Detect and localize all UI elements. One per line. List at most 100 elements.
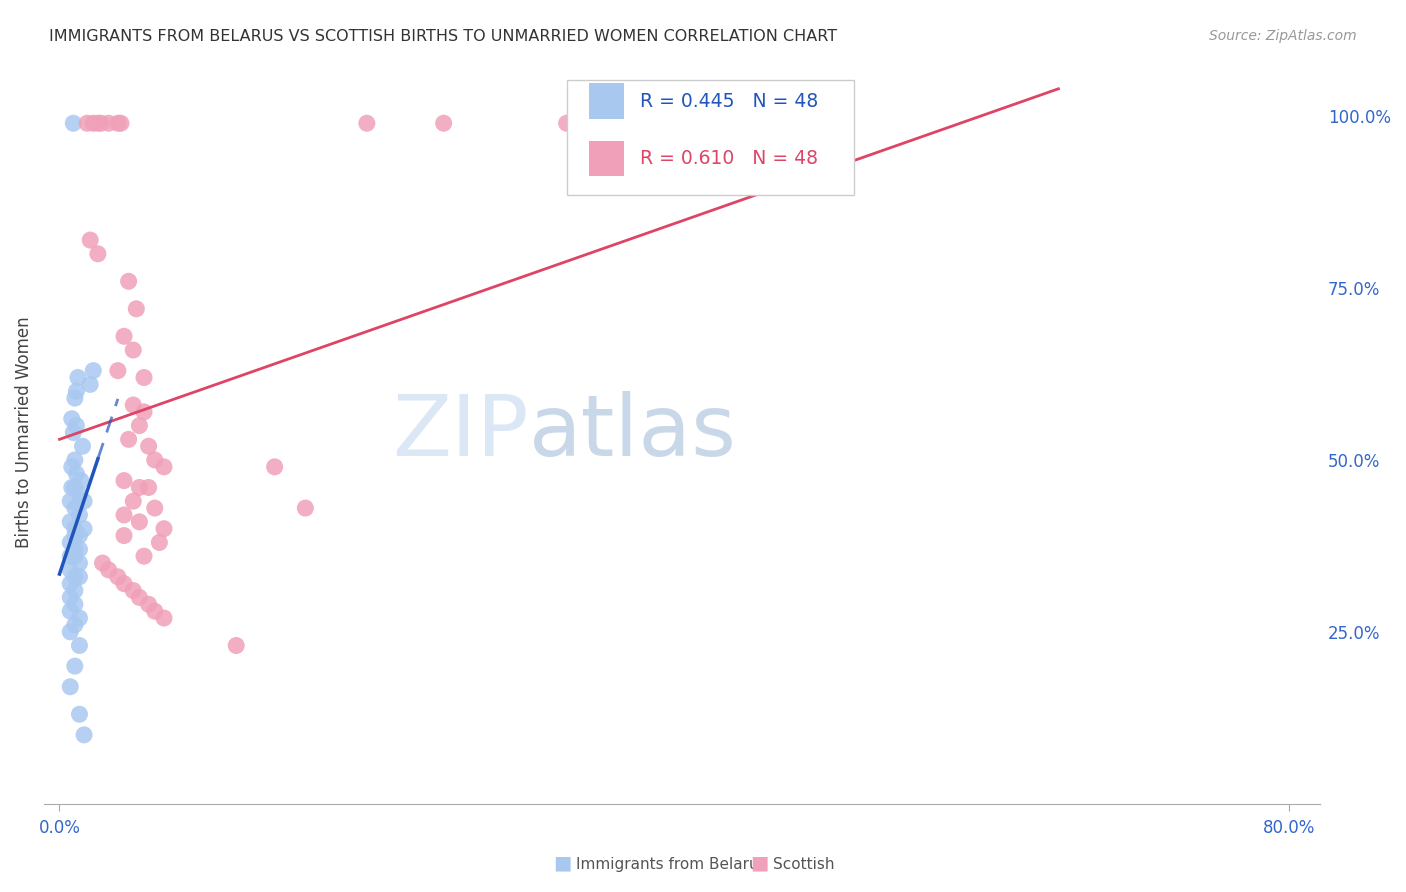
Point: [263, 459, 285, 474]
Point: [69, 508, 91, 522]
Point: [87, 247, 110, 261]
Point: [143, 604, 166, 618]
Point: [132, 405, 155, 419]
Point: [69, 639, 91, 653]
Text: R = 0.610   N = 48: R = 0.610 N = 48: [640, 149, 818, 168]
Point: [79, 233, 101, 247]
Point: [69, 487, 91, 501]
Point: [70, 474, 93, 488]
Point: [69, 542, 91, 557]
Point: [122, 583, 145, 598]
Point: [153, 611, 176, 625]
Point: [65, 384, 87, 399]
Point: [60, 480, 83, 494]
Point: [79, 377, 101, 392]
Point: [122, 343, 145, 357]
Point: [112, 508, 135, 522]
Point: [69, 570, 91, 584]
Text: ZIP: ZIP: [392, 391, 529, 474]
Point: [112, 528, 135, 542]
Point: [122, 398, 145, 412]
Point: [87, 116, 110, 130]
Point: [69, 707, 91, 722]
Point: [143, 453, 166, 467]
Point: [63, 391, 86, 405]
Point: [107, 570, 129, 584]
Text: Source: ZipAtlas.com: Source: ZipAtlas.com: [1209, 29, 1357, 43]
Point: [225, 639, 247, 653]
Point: [73, 522, 96, 536]
Point: [138, 480, 160, 494]
Point: [122, 494, 145, 508]
Point: [63, 480, 86, 494]
Point: [59, 604, 82, 618]
Point: [128, 515, 150, 529]
Point: [63, 528, 86, 542]
Point: [132, 549, 155, 564]
Point: [76, 116, 98, 130]
Text: Immigrants from Belarus: Immigrants from Belarus: [576, 857, 768, 872]
Point: [143, 501, 166, 516]
Point: [148, 535, 170, 549]
Point: [128, 591, 150, 605]
Point: [356, 116, 378, 130]
Point: [73, 728, 96, 742]
Point: [138, 597, 160, 611]
Point: [59, 549, 82, 564]
Point: [82, 116, 104, 130]
FancyBboxPatch shape: [567, 80, 853, 195]
Point: [110, 116, 132, 130]
Point: [63, 659, 86, 673]
Point: [59, 680, 82, 694]
Text: ■: ■: [749, 854, 769, 872]
Point: [59, 576, 82, 591]
Point: [63, 501, 86, 516]
Point: [294, 501, 316, 516]
Text: ■: ■: [553, 854, 572, 872]
Point: [97, 116, 120, 130]
Point: [73, 494, 96, 508]
Point: [112, 474, 135, 488]
Y-axis label: Births to Unmarried Women: Births to Unmarried Women: [15, 317, 32, 549]
Point: [128, 480, 150, 494]
Point: [112, 576, 135, 591]
Point: [153, 522, 176, 536]
Point: [59, 563, 82, 577]
Point: [90, 116, 112, 130]
Point: [59, 624, 82, 639]
Text: IMMIGRANTS FROM BELARUS VS SCOTTISH BIRTHS TO UNMARRIED WOMEN CORRELATION CHART: IMMIGRANTS FROM BELARUS VS SCOTTISH BIRT…: [49, 29, 838, 44]
Point: [63, 522, 86, 536]
Text: atlas: atlas: [529, 391, 737, 474]
Point: [72, 439, 94, 453]
Point: [91, 556, 114, 570]
Point: [107, 116, 129, 130]
Point: [63, 583, 86, 598]
Text: Scottish: Scottish: [773, 857, 835, 872]
Point: [107, 364, 129, 378]
Point: [69, 611, 91, 625]
FancyBboxPatch shape: [589, 141, 624, 177]
Point: [62, 425, 84, 440]
Point: [69, 528, 91, 542]
Point: [112, 329, 135, 343]
Point: [60, 411, 83, 425]
Point: [63, 542, 86, 557]
Point: [60, 459, 83, 474]
Point: [65, 418, 87, 433]
Text: R = 0.445   N = 48: R = 0.445 N = 48: [640, 92, 818, 111]
Point: [63, 453, 86, 467]
Point: [117, 274, 139, 288]
Point: [97, 563, 120, 577]
Point: [433, 116, 456, 130]
Point: [132, 370, 155, 384]
Point: [59, 515, 82, 529]
Point: [125, 301, 148, 316]
Point: [153, 459, 176, 474]
Point: [555, 116, 578, 130]
Point: [66, 370, 89, 384]
Point: [65, 467, 87, 481]
Point: [63, 597, 86, 611]
Point: [59, 591, 82, 605]
Point: [117, 433, 139, 447]
FancyBboxPatch shape: [589, 83, 624, 119]
